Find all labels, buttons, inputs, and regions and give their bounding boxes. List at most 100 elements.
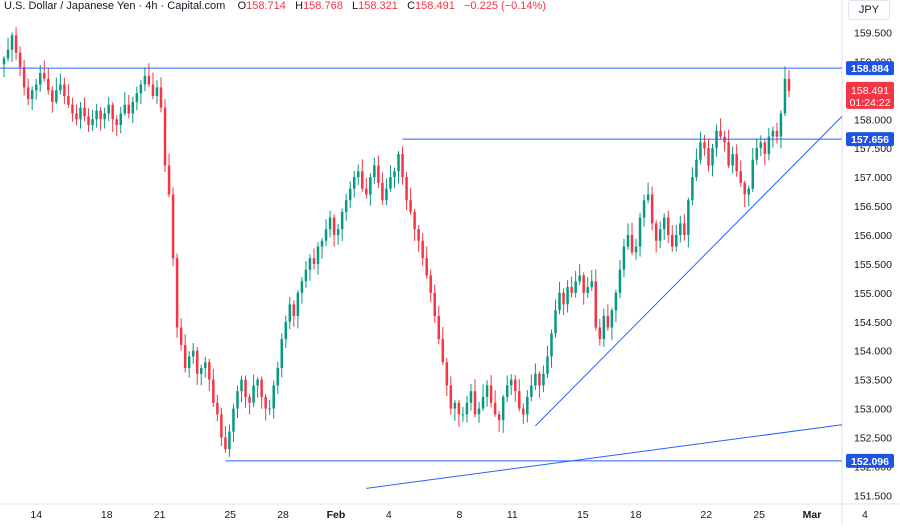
x-tick-label: 22 xyxy=(700,509,712,521)
candle-body xyxy=(95,110,98,120)
candle-body xyxy=(433,292,436,316)
candle-body xyxy=(610,310,614,328)
candle-body xyxy=(743,182,746,195)
candle-body xyxy=(268,408,271,410)
candle-body xyxy=(735,153,738,172)
level-badge-label: 157.656 xyxy=(851,134,889,146)
candle-body xyxy=(71,104,74,114)
candle-body xyxy=(509,379,513,386)
candle-body xyxy=(171,194,175,259)
x-tick-label: Mar xyxy=(803,509,822,521)
candle-body xyxy=(87,116,90,126)
high-value: 158.768 xyxy=(303,0,343,12)
candle-body xyxy=(308,258,312,270)
candle-body xyxy=(216,402,219,415)
candle-body xyxy=(711,148,714,166)
candle-body xyxy=(352,177,356,189)
candle-body xyxy=(204,362,207,369)
candle-body xyxy=(187,356,191,369)
candle-body xyxy=(357,171,360,178)
candle-body xyxy=(731,153,734,166)
candle-body xyxy=(630,234,634,253)
candle-body xyxy=(518,391,521,409)
candle-body xyxy=(340,211,344,230)
candle-body xyxy=(324,229,328,241)
candle-body xyxy=(208,362,211,380)
level-badge xyxy=(846,132,894,147)
candle-body xyxy=(409,200,412,212)
candle-body xyxy=(220,414,223,438)
candle-body xyxy=(642,200,646,218)
candle-body xyxy=(296,292,300,316)
candle-body xyxy=(288,304,292,322)
candle-body xyxy=(75,113,78,120)
candle-body xyxy=(622,246,626,270)
symbol-header: U.S. Dollar / Japanese Yen · 4h · Capita… xyxy=(4,0,546,12)
candle-body xyxy=(332,217,336,235)
candle-body xyxy=(570,287,573,293)
candle-body xyxy=(457,402,461,415)
candle-body xyxy=(497,414,501,421)
candle-body xyxy=(646,194,650,201)
last-price-badge xyxy=(846,81,894,109)
candle-body xyxy=(562,292,565,305)
candle-body xyxy=(481,396,485,409)
candle-body xyxy=(691,177,694,201)
candle-body xyxy=(365,188,368,195)
candle-body xyxy=(493,402,497,415)
candle-body xyxy=(546,356,549,374)
candle-body xyxy=(465,402,469,415)
candle-body xyxy=(63,84,66,97)
y-tick-label: 159.500 xyxy=(854,27,892,39)
candle-body xyxy=(147,75,151,85)
candle-body xyxy=(590,281,593,288)
y-tick-label: 155.500 xyxy=(854,259,892,271)
candle-body xyxy=(67,96,70,105)
candle-body xyxy=(115,119,118,126)
candle-body xyxy=(369,177,372,195)
candle-body xyxy=(248,396,251,403)
candle-body xyxy=(240,379,243,392)
currency-button[interactable]: JPY xyxy=(848,0,890,20)
y-tick-label: 156.000 xyxy=(854,230,892,242)
candle-body xyxy=(650,194,654,224)
candle-body xyxy=(6,49,10,59)
x-tick-label: 8 xyxy=(456,509,462,521)
candle-body xyxy=(183,344,187,369)
candle-body xyxy=(429,275,432,293)
candle-body xyxy=(292,304,296,316)
candle-body xyxy=(554,310,557,334)
candle-body xyxy=(566,287,569,305)
x-tick-label: 4 xyxy=(862,509,868,521)
y-tick-label: 152.500 xyxy=(854,432,892,444)
candle-body xyxy=(348,188,352,201)
candle-body xyxy=(155,87,159,97)
candle-body xyxy=(256,379,259,386)
candle-body xyxy=(763,142,767,154)
y-tick-label: 156.500 xyxy=(854,201,892,213)
candle-body xyxy=(542,373,545,386)
candle-body xyxy=(135,93,139,102)
candle-body xyxy=(79,107,82,120)
candle-body xyxy=(558,292,561,311)
candle-body xyxy=(783,78,787,114)
candle-body xyxy=(675,234,678,247)
candle-body xyxy=(683,223,686,235)
candle-body xyxy=(719,130,722,137)
candle-body xyxy=(280,339,284,369)
candle-body xyxy=(276,368,279,386)
candle-body xyxy=(30,90,34,99)
candle-body xyxy=(195,350,199,374)
candle-body xyxy=(397,153,400,172)
candle-body xyxy=(83,107,86,117)
candle-body xyxy=(107,104,110,114)
candle-body xyxy=(151,84,155,97)
candle-body xyxy=(272,385,275,409)
close-value: 158.491 xyxy=(415,0,455,12)
y-tick-label: 154.000 xyxy=(854,346,892,358)
candle-body xyxy=(111,104,114,120)
trendline xyxy=(366,424,843,489)
candle-body xyxy=(401,153,404,178)
